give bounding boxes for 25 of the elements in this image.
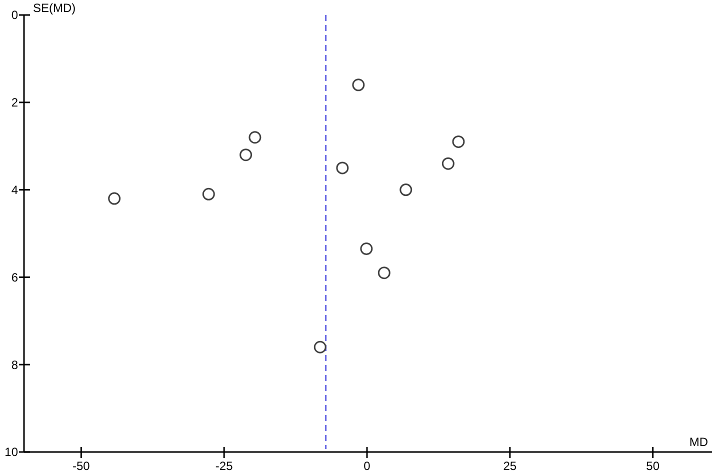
- x-axis-title: MD: [689, 435, 708, 449]
- point: [352, 78, 365, 92]
- point: [442, 157, 454, 170]
- x-tick-label: -50: [72, 459, 90, 473]
- point: [378, 266, 390, 280]
- y-tick-label: 8: [11, 358, 18, 372]
- y-tick-label: 6: [11, 270, 18, 284]
- point: [336, 162, 349, 174]
- x-tick-label: -25: [215, 459, 234, 473]
- point: [202, 188, 215, 200]
- point: [400, 184, 412, 196]
- point: [314, 340, 326, 354]
- x-tick-label: 0: [364, 459, 371, 473]
- x-tick-label: 25: [503, 459, 517, 473]
- point: [452, 135, 465, 148]
- point: [240, 148, 252, 162]
- point: [360, 242, 373, 256]
- point: [248, 131, 262, 144]
- y-tick-label: 2: [11, 96, 18, 110]
- y-tick-label: 4: [11, 183, 18, 197]
- y-tick-label: 0: [11, 8, 18, 22]
- point: [108, 192, 121, 205]
- y-axis-title: SE(MD): [33, 1, 76, 15]
- y-tick-label: 10: [4, 445, 18, 460]
- x-tick-label: 50: [646, 459, 660, 473]
